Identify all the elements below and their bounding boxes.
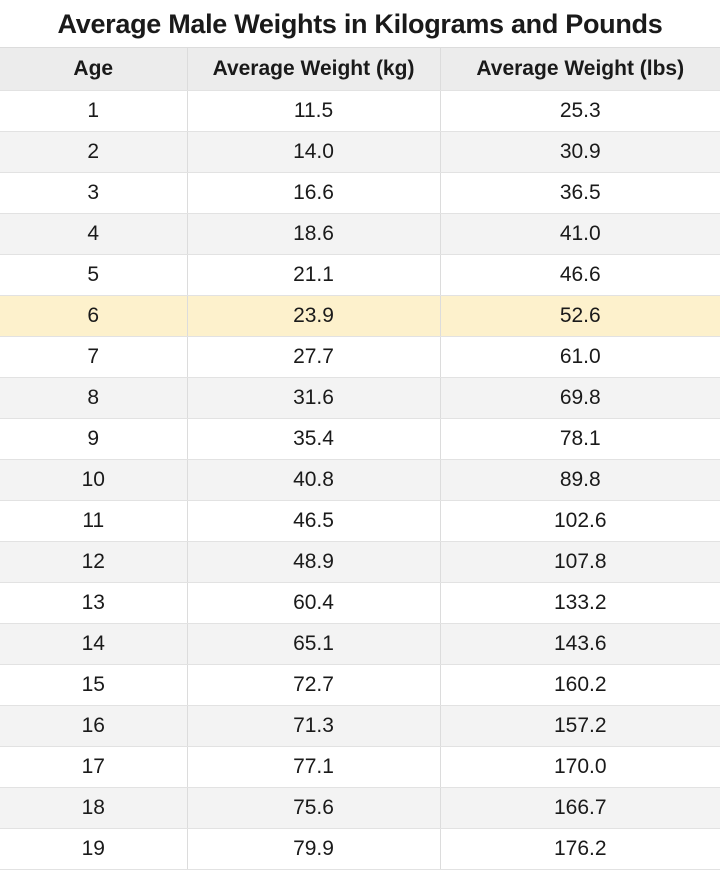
lbs-cell: 143.6 <box>439 623 720 665</box>
kg-cell: 31.6 <box>186 377 440 419</box>
kg-cell: 46.5 <box>186 500 440 542</box>
age-cell: 15 <box>0 664 187 706</box>
lbs-cell: 176.2 <box>439 828 720 870</box>
age-cell: 14 <box>0 623 187 665</box>
kg-cell: 65.1 <box>186 623 440 665</box>
table-row: 14 65.1 143.6 <box>0 623 720 665</box>
table-row: 1 11.5 25.3 <box>0 90 720 132</box>
age-cell: 11 <box>0 500 187 542</box>
kg-cell: 75.6 <box>186 787 440 829</box>
kg-cell: 77.1 <box>186 746 440 788</box>
header-weight-lbs: Average Weight (lbs) <box>439 47 720 91</box>
age-cell: 7 <box>0 336 187 378</box>
lbs-cell: 41.0 <box>439 213 720 255</box>
header-weight-kg: Average Weight (kg) <box>186 47 440 91</box>
lbs-cell: 69.8 <box>439 377 720 419</box>
table-row: 13 60.4 133.2 <box>0 582 720 624</box>
age-cell: 1 <box>0 90 187 132</box>
age-cell: 16 <box>0 705 187 747</box>
table-row: 10 40.8 89.8 <box>0 459 720 501</box>
lbs-cell: 52.6 <box>439 295 720 337</box>
lbs-cell: 46.6 <box>439 254 720 296</box>
lbs-cell: 30.9 <box>439 131 720 173</box>
age-cell: 13 <box>0 582 187 624</box>
kg-cell: 23.9 <box>186 295 440 337</box>
kg-cell: 21.1 <box>186 254 440 296</box>
lbs-cell: 160.2 <box>439 664 720 706</box>
lbs-cell: 61.0 <box>439 336 720 378</box>
table-row: 15 72.7 160.2 <box>0 664 720 706</box>
age-cell: 9 <box>0 418 187 460</box>
kg-cell: 11.5 <box>186 90 440 132</box>
lbs-cell: 36.5 <box>439 172 720 214</box>
age-cell: 8 <box>0 377 187 419</box>
lbs-cell: 170.0 <box>439 746 720 788</box>
age-cell: 3 <box>0 172 187 214</box>
table-row: 2 14.0 30.9 <box>0 131 720 173</box>
age-cell: 5 <box>0 254 187 296</box>
kg-cell: 72.7 <box>186 664 440 706</box>
table-row: 6 23.9 52.6 <box>0 295 720 337</box>
weights-table: Age Average Weight (kg) Average Weight (… <box>0 47 720 870</box>
age-cell: 19 <box>0 828 187 870</box>
lbs-cell: 25.3 <box>439 90 720 132</box>
lbs-cell: 89.8 <box>439 459 720 501</box>
age-cell: 2 <box>0 131 187 173</box>
kg-cell: 14.0 <box>186 131 440 173</box>
kg-cell: 71.3 <box>186 705 440 747</box>
kg-cell: 40.8 <box>186 459 440 501</box>
table-row: 7 27.7 61.0 <box>0 336 720 378</box>
kg-cell: 16.6 <box>186 172 440 214</box>
kg-cell: 60.4 <box>186 582 440 624</box>
lbs-cell: 107.8 <box>439 541 720 583</box>
age-cell: 18 <box>0 787 187 829</box>
table-row: 12 48.9 107.8 <box>0 541 720 583</box>
age-cell: 17 <box>0 746 187 788</box>
table-row: 11 46.5 102.6 <box>0 500 720 542</box>
table-row: 9 35.4 78.1 <box>0 418 720 460</box>
age-cell: 12 <box>0 541 187 583</box>
header-age: Age <box>0 47 187 91</box>
age-cell: 6 <box>0 295 187 337</box>
table-row: 5 21.1 46.6 <box>0 254 720 296</box>
lbs-cell: 166.7 <box>439 787 720 829</box>
table-row: 16 71.3 157.2 <box>0 705 720 747</box>
kg-cell: 48.9 <box>186 541 440 583</box>
table-title: Average Male Weights in Kilograms and Po… <box>57 9 663 39</box>
lbs-cell: 78.1 <box>439 418 720 460</box>
table-row: 4 18.6 41.0 <box>0 213 720 255</box>
age-cell: 4 <box>0 213 187 255</box>
age-cell: 10 <box>0 459 187 501</box>
table-row: 19 79.9 176.2 <box>0 828 720 870</box>
table-row: 17 77.1 170.0 <box>0 746 720 788</box>
lbs-cell: 102.6 <box>439 500 720 542</box>
lbs-cell: 133.2 <box>439 582 720 624</box>
header-row: Age Average Weight (kg) Average Weight (… <box>0 47 720 91</box>
kg-cell: 35.4 <box>186 418 440 460</box>
kg-cell: 18.6 <box>186 213 440 255</box>
table-row: 18 75.6 166.7 <box>0 787 720 829</box>
kg-cell: 27.7 <box>186 336 440 378</box>
kg-cell: 79.9 <box>186 828 440 870</box>
table-row: 8 31.6 69.8 <box>0 377 720 419</box>
lbs-cell: 157.2 <box>439 705 720 747</box>
table-row: 3 16.6 36.5 <box>0 172 720 214</box>
